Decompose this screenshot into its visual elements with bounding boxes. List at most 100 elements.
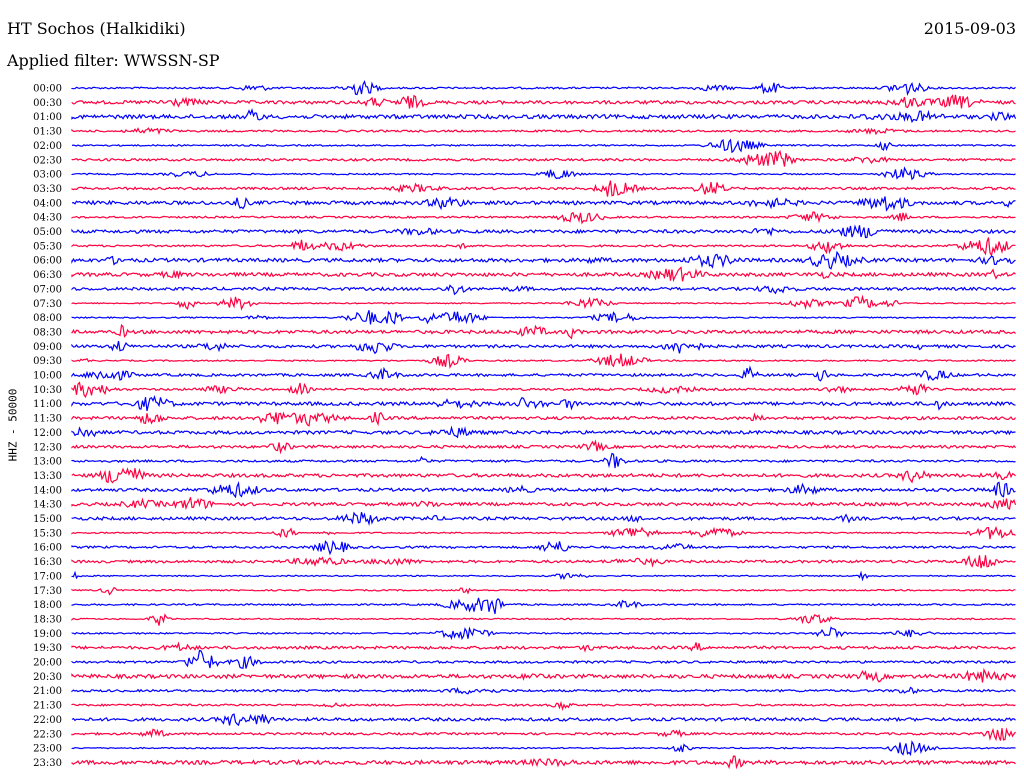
time-tick-label: 00:30 <box>33 98 62 109</box>
trace-row <box>71 294 1016 311</box>
time-tick-label: 08:30 <box>33 327 62 338</box>
trace-row <box>71 641 1016 653</box>
trace-row <box>71 108 1017 124</box>
trace-row <box>71 649 1016 669</box>
trace-row <box>71 411 1016 427</box>
trace-row <box>71 481 1016 499</box>
time-tick-label: 17:00 <box>33 571 62 582</box>
time-tick-label: 02:00 <box>33 141 62 152</box>
trace-row <box>71 211 1016 225</box>
trace-row <box>71 340 1016 355</box>
trace-row <box>71 224 1016 239</box>
trace-row <box>71 586 1016 596</box>
time-tick-label: 16:00 <box>33 543 62 554</box>
time-tick-labels: 00:00 00:30 01:00 01:30 02:00 02:30 03:00 03:30… <box>33 84 62 769</box>
time-tick-label: 23:30 <box>33 758 62 769</box>
time-tick-label: 05:00 <box>33 227 62 238</box>
trace-row <box>71 94 1016 109</box>
trace-row <box>71 365 1016 382</box>
trace-row <box>71 237 1016 257</box>
trace-row <box>71 713 1016 727</box>
trace-row <box>71 425 1016 439</box>
trace-row <box>71 452 1016 469</box>
trace-row <box>71 626 1016 641</box>
trace-row <box>71 310 1016 325</box>
trace-row <box>71 149 1016 167</box>
time-tick-label: 06:30 <box>33 270 62 281</box>
time-tick-label: 04:30 <box>33 213 62 224</box>
trace-row <box>71 727 1016 742</box>
trace-row <box>71 381 1016 399</box>
time-tick-label: 17:30 <box>33 586 62 597</box>
station-title: HT Sochos (Halkidiki) <box>7 19 186 38</box>
trace-row <box>71 497 1017 511</box>
trace-row <box>71 539 1016 556</box>
time-tick-label: 19:30 <box>33 643 62 654</box>
trace-row <box>71 570 1016 582</box>
trace-row <box>71 613 1016 626</box>
trace-row <box>71 467 1016 484</box>
time-tick-label: 15:30 <box>33 528 62 539</box>
time-tick-label: 22:00 <box>33 715 62 726</box>
time-tick-label: 11:00 <box>33 399 62 410</box>
trace-row <box>71 79 1016 96</box>
trace-row <box>71 700 1016 711</box>
trace-row <box>71 353 1016 370</box>
trace-row <box>71 323 1016 340</box>
trace-row <box>71 667 1017 683</box>
trace-row <box>71 740 1016 757</box>
trace-row <box>71 686 1016 695</box>
trace-row <box>71 755 1016 770</box>
time-tick-label: 12:00 <box>33 428 62 439</box>
time-tick-label: 04:00 <box>33 198 62 209</box>
time-tick-label: 09:30 <box>33 356 62 367</box>
trace-row <box>71 195 1016 212</box>
trace-row <box>71 138 1016 154</box>
time-tick-label: 21:30 <box>33 701 62 712</box>
time-tick-label: 10:00 <box>33 371 62 382</box>
time-tick-label: 05:30 <box>33 241 62 252</box>
time-tick-label: 07:00 <box>33 284 62 295</box>
time-tick-label: 20:30 <box>33 672 62 683</box>
time-tick-label: 11:30 <box>33 414 62 425</box>
time-tick-label: 01:00 <box>33 112 62 123</box>
trace-row <box>71 554 1016 569</box>
time-tick-label: 22:30 <box>33 729 62 740</box>
time-tick-label: 20:00 <box>33 658 62 669</box>
time-tick-label: 13:00 <box>33 457 62 468</box>
trace-row <box>71 266 1016 283</box>
filter-label: Applied filter: WWSSN-SP <box>7 51 220 70</box>
time-tick-label: 16:30 <box>33 557 62 568</box>
seismic-traces <box>71 79 1017 770</box>
trace-row <box>71 511 1016 527</box>
time-tick-label: 14:00 <box>33 485 62 496</box>
time-tick-label: 00:00 <box>33 84 62 95</box>
time-tick-label: 15:00 <box>33 514 62 525</box>
trace-row <box>71 525 1016 540</box>
trace-row <box>71 597 1016 615</box>
time-tick-label: 19:00 <box>33 629 62 640</box>
time-tick-label: 18:00 <box>33 600 62 611</box>
time-tick-label: 07:30 <box>33 299 62 310</box>
time-tick-label: 02:30 <box>33 155 62 166</box>
trace-row <box>71 395 1016 412</box>
trace-row <box>71 284 1016 296</box>
trace-row <box>71 180 1016 197</box>
date-label: 2015-09-03 <box>923 19 1016 38</box>
trace-row <box>71 439 1016 455</box>
time-tick-label: 09:00 <box>33 342 62 353</box>
time-tick-label: 14:30 <box>33 500 62 511</box>
time-tick-label: 10:30 <box>33 385 62 396</box>
time-tick-label: 12:30 <box>33 442 62 453</box>
trace-row <box>71 127 1016 136</box>
time-tick-label: 03:30 <box>33 184 62 195</box>
time-tick-label: 03:00 <box>33 170 62 181</box>
time-tick-label: 08:00 <box>33 313 62 324</box>
time-tick-label: 21:00 <box>33 686 62 697</box>
trace-row <box>71 250 1016 270</box>
time-tick-label: 18:30 <box>33 614 62 625</box>
time-tick-label: 23:00 <box>33 744 62 755</box>
time-tick-label: 13:30 <box>33 471 62 482</box>
trace-row <box>71 166 1016 181</box>
